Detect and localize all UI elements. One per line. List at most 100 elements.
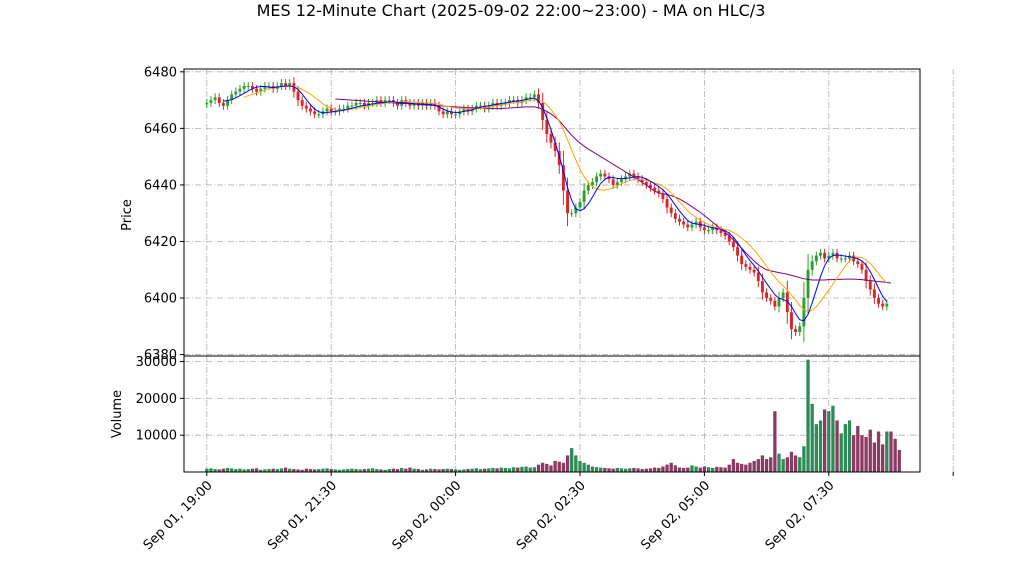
volume-bar [325,468,329,472]
volume-bar [557,461,561,472]
volume-bar [785,457,789,472]
volume-bar [491,467,495,472]
volume-bar [391,468,396,472]
volume-bar [769,457,773,472]
volume-bar [549,465,553,472]
volume-bar [371,468,375,472]
volume-bar [586,464,590,472]
x-axis-ticks: Sep 01, 19:00 Sep 01, 21:30 Sep 02, 00:00 S… [141,472,954,553]
volume-bar [669,462,673,472]
volume-bar [802,446,806,472]
volume-bar [304,468,308,472]
volume-bar [420,469,425,472]
volume-bar [437,469,441,472]
candle-body [491,102,495,106]
candle-body [661,193,665,200]
volume-bar [458,469,462,472]
candle-body [561,165,565,191]
volume-bar [594,467,599,472]
volume-bar [860,435,864,472]
candle-body [242,85,246,89]
volume-bar [395,469,400,472]
volume-bar [706,467,711,472]
volume-bar [516,467,520,472]
volume-bar [578,460,582,472]
candle-body [590,182,594,185]
candle-body [877,298,880,304]
candle-body [255,88,259,92]
volume-bar [611,468,615,472]
candle-body [856,261,860,265]
volume-bar [279,468,284,472]
volume-bar [781,459,785,472]
volume-bar [764,459,769,472]
volume-bar [570,448,574,472]
volume-bar [308,469,313,472]
candle-body [267,85,271,87]
candle-body [644,182,648,185]
volume-y-tick-label: 20000 [136,392,177,407]
candle-body [624,176,628,180]
volume-bar [628,468,632,472]
candle-body [765,292,769,299]
volume-bar [881,444,885,472]
volume-bar [752,460,756,472]
volume-bar [404,468,408,472]
volume-bar [657,467,661,472]
volume-bar [636,468,640,472]
candle-body [549,134,553,143]
price-y-tick-label: 6440 [144,178,177,193]
ma-slow-line [335,98,892,284]
price-ylabel: Price [120,199,135,231]
volume-bar [205,468,209,472]
candle-body [508,100,511,103]
candle-body [611,179,615,185]
candle-body [773,300,777,307]
volume-bar [288,468,292,472]
volume-bar [553,460,557,472]
candle-body [819,252,822,256]
volume-bar [300,469,304,472]
volume-bar [312,469,317,472]
volume-bar [263,469,267,472]
volume-bar [831,405,835,472]
volume-bar [702,466,707,472]
volume-bar [735,462,740,472]
volume-bar [872,442,877,472]
volume-bars [205,359,901,472]
volume-bar [603,467,607,472]
candle-body [524,97,528,101]
candle-body [615,182,619,185]
candle-body [781,292,785,299]
candle-body [213,97,217,101]
candle-body [752,269,756,273]
volume-bar [843,424,848,472]
candle-body [599,173,603,177]
volume-bar [449,469,454,472]
volume-bar [230,468,234,472]
volume-bar [387,469,391,472]
candle-body [300,100,304,106]
volume-bar [856,425,860,472]
volume-bar [648,468,653,472]
volume-bar [341,469,346,472]
volume-bar [321,468,325,472]
volume-bar [719,467,723,472]
candle-body [238,88,242,92]
candle-body [823,252,827,259]
volume-bar [615,467,619,472]
candle-body [541,102,545,120]
candle-body [790,312,793,330]
volume-bar [561,462,566,472]
candle-body [263,85,267,89]
candle-body [354,102,358,106]
volume-bar [507,468,512,472]
price-y-tick-label: 6480 [144,65,177,80]
candle-body [449,111,453,115]
volume-bar [536,464,541,472]
candle-body [727,235,731,242]
candle-body [678,218,681,222]
volume-bar [346,469,350,472]
